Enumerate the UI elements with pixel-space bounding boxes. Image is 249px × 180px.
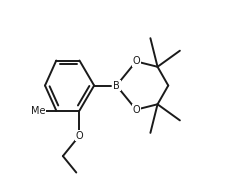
Text: Me: Me xyxy=(31,105,45,116)
Text: O: O xyxy=(76,130,83,141)
Text: O: O xyxy=(132,56,140,66)
Text: B: B xyxy=(113,80,120,91)
Text: O: O xyxy=(132,105,140,115)
